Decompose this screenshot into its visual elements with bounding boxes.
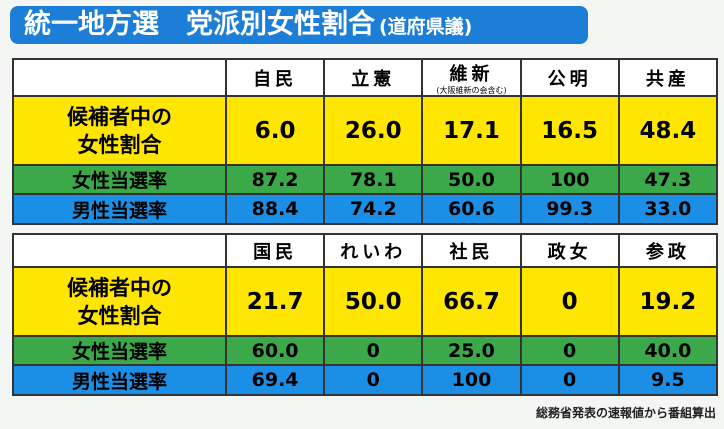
party-name: 自民 [253, 68, 298, 90]
subtitle: (道府県議) [379, 16, 473, 38]
party-cell: 維新 (大阪維新の会含む) [421, 58, 522, 97]
value-cell: 50.0 [421, 164, 522, 195]
party-cell: 立憲 [323, 58, 424, 97]
value-cell: 78.1 [323, 164, 424, 195]
party-cell: 参政 [617, 233, 719, 268]
value-cell: 100 [519, 164, 620, 195]
title: 統一地方選 党派別女性割合 [24, 9, 375, 40]
value-cell: 19.2 [617, 266, 719, 337]
party-name: 立憲 [351, 68, 396, 90]
value-cell: 0 [323, 364, 424, 396]
data-row: 男性当選率 88.4 74.2 60.6 99.3 33.0 [12, 193, 719, 225]
party-name: 国民 [253, 241, 298, 263]
value-cell: 66.7 [421, 266, 522, 337]
party-cell: 社民 [421, 233, 522, 268]
row-label: 候補者中の 女性割合 [12, 95, 227, 166]
value-cell: 69.4 [224, 364, 326, 396]
value-cell: 99.3 [519, 193, 620, 225]
data-row: 女性当選率 87.2 78.1 50.0 100 47.3 [12, 164, 719, 195]
party-name: 政女 [547, 241, 592, 263]
value-cell: 87.2 [224, 164, 326, 195]
value-cell: 26.0 [323, 95, 424, 166]
value-cell: 48.4 [617, 95, 719, 166]
data-row: 男性当選率 69.4 0 100 0 9.5 [12, 364, 719, 396]
party-cell: 公明 [519, 58, 620, 97]
value-cell: 50.0 [323, 266, 424, 337]
party-cell: れいわ [323, 233, 424, 268]
party-note: (大阪維新の会含む) [436, 86, 507, 95]
value-cell: 47.3 [617, 164, 719, 195]
value-cell: 0 [519, 364, 620, 396]
party-cell: 自民 [224, 58, 326, 97]
row-label: 女性当選率 [12, 335, 227, 366]
corner-cell [12, 233, 227, 268]
party-table: 国民 れいわ 社民 政女 参政 候補者中の 女性割合 21.7 50.0 66.7 0 19.2 女性… [12, 233, 719, 396]
value-cell: 74.2 [323, 193, 424, 225]
value-cell: 88.4 [224, 193, 326, 225]
source-note: 総務省発表の速報値から番組算出 [535, 406, 716, 420]
party-name: 公明 [547, 68, 592, 90]
value-cell: 21.7 [224, 266, 326, 337]
value-cell: 60.0 [224, 335, 326, 366]
value-cell: 40.0 [617, 335, 719, 366]
row-label: 候補者中の 女性割合 [12, 266, 227, 337]
value-cell: 16.5 [519, 95, 620, 166]
party-cell: 政女 [519, 233, 620, 268]
value-cell: 100 [421, 364, 522, 396]
value-cell: 0 [519, 335, 620, 366]
row-label: 男性当選率 [12, 364, 227, 396]
value-cell: 9.5 [617, 364, 719, 396]
party-table: 自民 立憲 維新 (大阪維新の会含む) 公明 共産候補者中の 女性割合 6.0 26.0 17.… [12, 58, 719, 225]
value-cell: 17.1 [421, 95, 522, 166]
value-cell: 33.0 [617, 193, 719, 225]
party-name: 参政 [645, 241, 690, 263]
row-label: 男性当選率 [12, 193, 227, 225]
value-cell: 6.0 [224, 95, 326, 166]
party-cell: 共産 [617, 58, 719, 97]
corner-cell [12, 58, 227, 97]
party-name: 社民 [449, 241, 494, 263]
data-row: 候補者中の 女性割合 21.7 50.0 66.7 0 19.2 [12, 266, 719, 337]
data-row: 候補者中の 女性割合 6.0 26.0 17.1 16.5 48.4 [12, 95, 719, 166]
party-name: れいわ [340, 241, 407, 263]
header-row: 国民 れいわ 社民 政女 参政 [12, 233, 719, 268]
header-row: 自民 立憲 維新 (大阪維新の会含む) 公明 共産 [12, 58, 719, 97]
value-cell: 0 [323, 335, 424, 366]
party-name: 共産 [645, 68, 690, 90]
party-cell: 国民 [224, 233, 326, 268]
data-row: 女性当選率 60.0 0 25.0 0 40.0 [12, 335, 719, 366]
value-cell: 25.0 [421, 335, 522, 366]
row-label: 女性当選率 [12, 164, 227, 195]
value-cell: 60.6 [421, 193, 522, 225]
title-bar: 統一地方選 党派別女性割合 (道府県議) [10, 6, 588, 44]
party-name: 維新 [449, 64, 494, 85]
value-cell: 0 [519, 266, 620, 337]
